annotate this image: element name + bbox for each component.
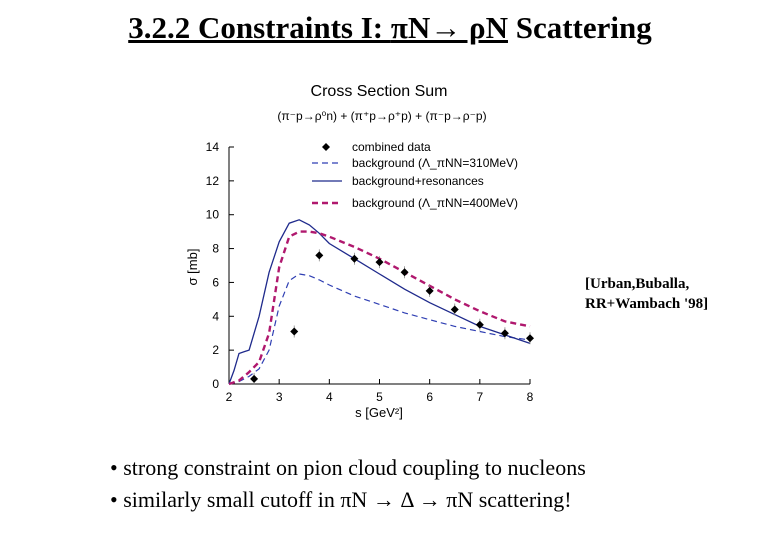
data-point xyxy=(375,258,384,267)
legend-marker-data xyxy=(322,143,330,151)
x-tick-label: 5 xyxy=(376,390,383,404)
legend-label: background (Λ_πNN=400MeV) xyxy=(352,196,518,210)
bullet-item: • similarly small cutoff in πN → Δ → πN … xyxy=(110,487,572,512)
y-tick-label: 8 xyxy=(212,242,219,256)
x-tick-label: 2 xyxy=(226,390,233,404)
legend-label: background (Λ_πNN=310MeV) xyxy=(352,156,518,170)
reference-line-1: [Urban,Buballa, xyxy=(585,276,690,292)
x-tick-label: 4 xyxy=(326,390,333,404)
chart-subtitle: (π⁻p→ρ⁰n) + (π⁺p→ρ⁺p) + (π⁻p→ρ⁻p) xyxy=(277,109,486,123)
y-axis-label: σ [mb] xyxy=(185,249,200,286)
data-point xyxy=(315,251,324,260)
legend-label: background+resonances xyxy=(352,174,484,188)
series-line xyxy=(228,219,531,385)
slide-title: 3.2.2 Constraints I: πN→ ρN Scattering xyxy=(0,10,780,46)
cross-section-chart: Cross Section Sum (π⁻p→ρ⁰n) + (π⁺p→ρ⁺p) … xyxy=(157,72,577,422)
y-tick-label: 4 xyxy=(212,309,219,323)
y-tick-label: 10 xyxy=(206,208,220,222)
y-tick-label: 12 xyxy=(206,174,220,188)
x-axis-label: s [GeV²] xyxy=(355,405,403,420)
y-tick-label: 6 xyxy=(212,275,219,289)
bullet-list: • strong constraint on pion cloud coupli… xyxy=(110,452,586,516)
slide-title-reaction: πN→ ρN xyxy=(390,10,508,45)
data-point xyxy=(450,305,459,314)
figure-background xyxy=(157,72,577,422)
reference-citation: [Urban,Buballa, RR+Wambach '98] xyxy=(585,274,708,314)
data-point xyxy=(290,327,299,336)
data-point xyxy=(526,334,534,343)
cross-section-figure: Cross Section Sum (π⁻p→ρ⁰n) + (π⁺p→ρ⁺p) … xyxy=(157,72,577,422)
data-point xyxy=(475,320,484,329)
chart-title: Cross Section Sum xyxy=(311,83,448,100)
legend-label: combined data xyxy=(352,140,431,154)
reference-line-2: RR+Wambach '98] xyxy=(585,296,709,312)
x-tick-label: 8 xyxy=(527,390,534,404)
data-point xyxy=(500,329,509,338)
series-line xyxy=(228,273,531,385)
data-point xyxy=(425,286,434,295)
x-tick-label: 3 xyxy=(276,390,283,404)
x-tick-label: 6 xyxy=(426,390,433,404)
y-tick-label: 0 xyxy=(212,377,219,391)
y-tick-label: 14 xyxy=(206,140,220,154)
data-point xyxy=(250,374,259,383)
x-tick-label: 7 xyxy=(476,390,483,404)
bullet-item: • strong constraint on pion cloud coupli… xyxy=(110,455,586,480)
y-tick-label: 2 xyxy=(212,343,219,357)
slide-title-prefix: 3.2.2 Constraints I: xyxy=(128,10,391,45)
data-point xyxy=(400,268,409,277)
data-point xyxy=(350,254,359,263)
slide-title-suffix: Scattering xyxy=(507,10,652,45)
